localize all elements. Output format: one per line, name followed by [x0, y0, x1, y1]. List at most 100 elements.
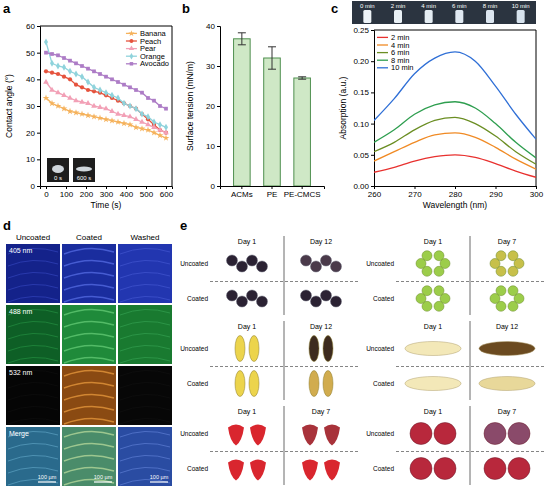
- marker: [74, 83, 78, 87]
- marker: [91, 113, 98, 119]
- fruit: [434, 266, 444, 276]
- tick-mark: [371, 186, 374, 187]
- row-label: 405 nm: [9, 247, 33, 254]
- tick-mark: [37, 53, 40, 54]
- row-label: Uncoated: [366, 430, 394, 437]
- micrograph-texture: [120, 309, 170, 315]
- tick-label: 300: [100, 190, 114, 199]
- inset-label: 0 s: [54, 175, 62, 181]
- tick: 300: [100, 186, 114, 199]
- marker: [158, 121, 162, 128]
- micrograph-texture: [120, 382, 170, 388]
- marker: [103, 105, 109, 110]
- marker: [109, 108, 115, 113]
- tick: PE: [267, 186, 278, 199]
- tick-label: 300: [530, 190, 544, 199]
- micrograph-texture: [120, 394, 170, 400]
- micrograph-texture: [64, 284, 114, 290]
- tick-mark: [371, 92, 374, 93]
- tick-mark: [37, 79, 40, 80]
- inset-vial: [455, 10, 463, 23]
- divider: [210, 281, 358, 282]
- tick-mark: [217, 186, 220, 187]
- error-cap: [238, 32, 246, 33]
- marker: [98, 87, 102, 94]
- marker: [67, 108, 74, 114]
- fruit: [235, 336, 245, 362]
- column-head: Uncoated: [16, 233, 50, 242]
- inset-photo: [73, 158, 95, 182]
- bar: [264, 58, 281, 186]
- marker: [73, 97, 79, 102]
- tick-label: 40: [206, 22, 215, 31]
- marker: [140, 91, 144, 95]
- fruit: [323, 336, 333, 362]
- marker: [164, 107, 168, 111]
- tick-mark: [146, 186, 147, 189]
- tick-label: 40: [26, 75, 35, 84]
- marker: [116, 80, 120, 84]
- legend-swatch: [377, 52, 388, 53]
- tick-label: 20: [26, 129, 35, 138]
- tick-mark: [241, 186, 242, 189]
- series-line: [46, 98, 166, 138]
- tick: 260: [368, 186, 382, 199]
- tick-label: PE-CMCS: [284, 190, 321, 199]
- marker: [152, 99, 156, 103]
- tick: 300: [530, 186, 544, 199]
- y-axis: 010203040: [206, 22, 220, 191]
- legend-label: Avocado: [140, 59, 169, 68]
- marker: [55, 89, 61, 94]
- day-label: Day 1: [238, 238, 256, 246]
- micrograph-texture: [120, 406, 170, 412]
- micrograph-texture: [8, 284, 58, 290]
- fruit: [228, 460, 244, 481]
- fruit: [311, 296, 322, 307]
- frame-line: [536, 30, 537, 186]
- tick-label: 30: [26, 102, 35, 111]
- fruit: [323, 371, 333, 397]
- error-line: [241, 33, 242, 45]
- row-label: Coated: [373, 295, 394, 302]
- tick: 50: [26, 49, 40, 58]
- error-bar: [298, 77, 306, 79]
- micrograph-texture: [8, 296, 58, 302]
- tick-label: 0.25: [353, 26, 369, 35]
- row-label: Uncoated: [366, 260, 394, 267]
- tick-label: 0.05: [353, 151, 369, 160]
- legend-swatch: [377, 44, 388, 45]
- divider: [470, 236, 471, 315]
- marker: [158, 104, 162, 108]
- day-label: Day 12: [496, 323, 518, 331]
- marker: [67, 95, 73, 100]
- micrograph-texture: [120, 357, 170, 363]
- day-label: Day 12: [310, 238, 332, 246]
- legend-entry: Avocado: [126, 59, 169, 68]
- row-label: 532 nm: [9, 369, 33, 376]
- micrograph-texture: [8, 455, 58, 461]
- day-label: Day 7: [312, 408, 330, 416]
- error-cap: [298, 79, 306, 80]
- inset-vial: [486, 10, 494, 23]
- tick: 0.05: [353, 151, 374, 160]
- marker: [133, 116, 139, 121]
- tick-mark: [66, 186, 67, 189]
- tick: 0.10: [353, 120, 374, 129]
- tick-mark: [126, 186, 127, 189]
- axis-line: [375, 187, 537, 190]
- marker: [91, 103, 97, 108]
- marker: [110, 77, 114, 81]
- tick: 10: [206, 142, 220, 151]
- tick-mark: [37, 106, 40, 107]
- tick-mark: [37, 186, 40, 187]
- plot-area: [43, 39, 170, 141]
- micrograph: [6, 366, 60, 425]
- marker: [61, 92, 67, 97]
- fruit: [250, 460, 266, 481]
- fruit: [321, 290, 332, 301]
- series-line: [46, 42, 166, 127]
- marker: [164, 124, 168, 131]
- marker: [56, 53, 60, 57]
- row-label: Merge: [9, 430, 29, 438]
- micrograph-texture: [120, 370, 170, 376]
